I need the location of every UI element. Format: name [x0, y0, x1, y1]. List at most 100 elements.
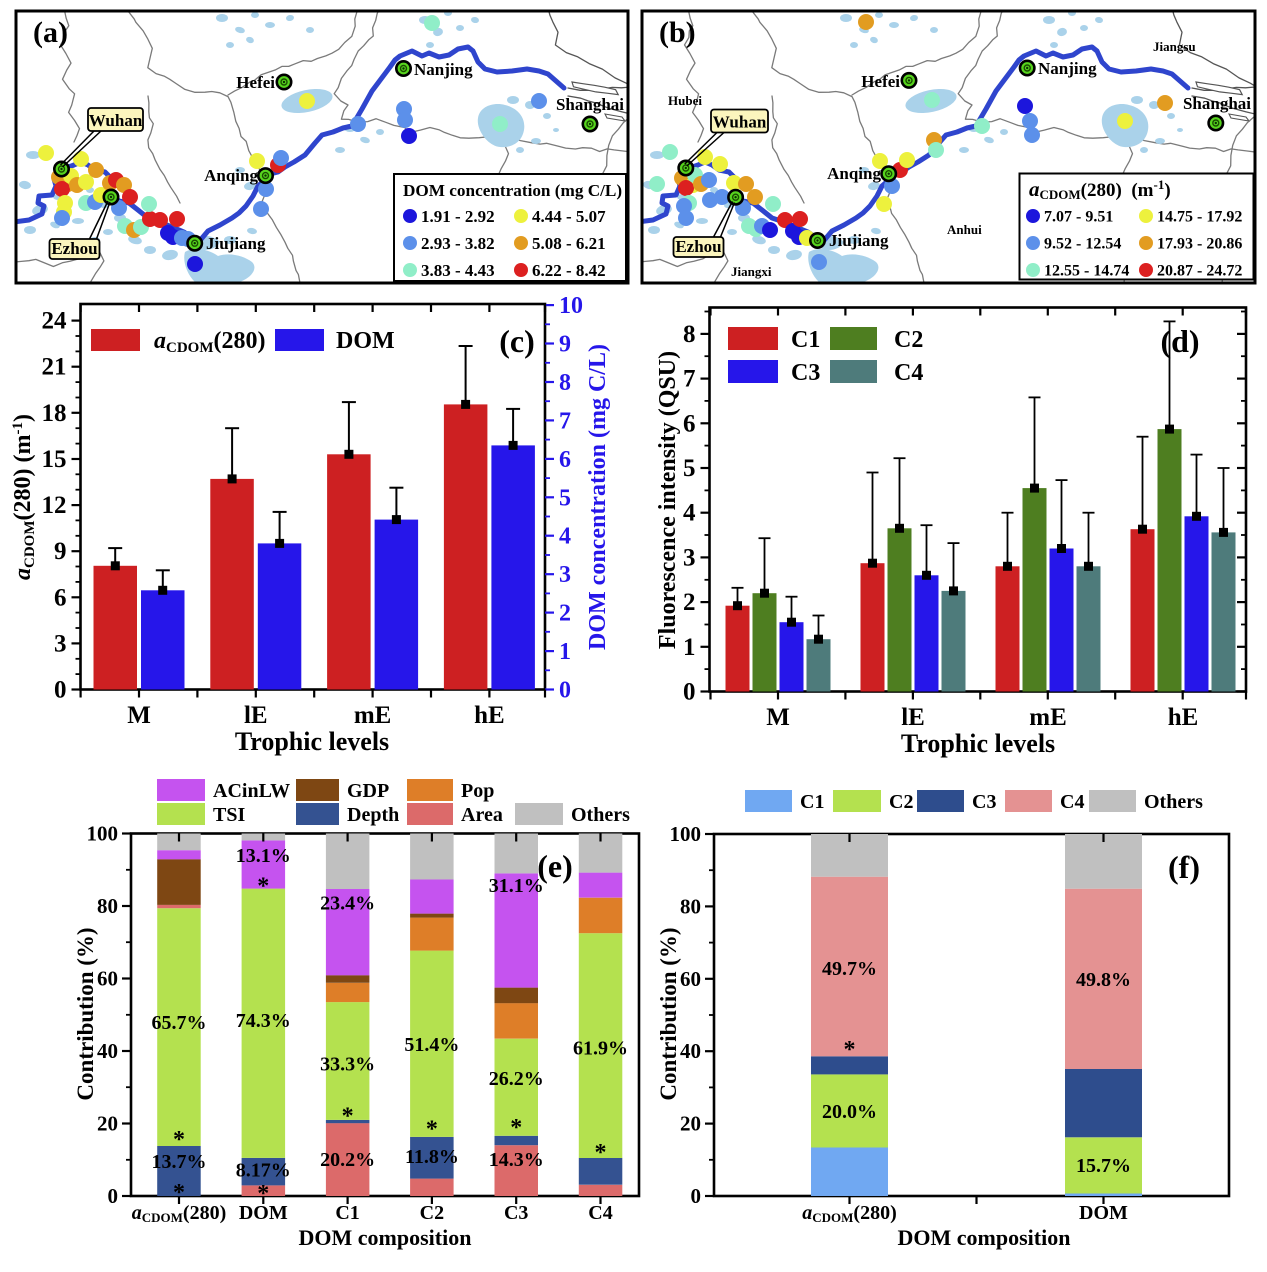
svg-text:Area: Area — [461, 804, 503, 826]
svg-text:31.1%: 31.1% — [489, 875, 544, 897]
svg-text:Jiangxi: Jiangxi — [731, 264, 772, 279]
svg-text:Shanghai: Shanghai — [556, 95, 624, 114]
svg-text:4.44 - 5.07: 4.44 - 5.07 — [532, 207, 606, 226]
svg-text:9: 9 — [559, 332, 571, 358]
svg-text:DOM concentration (mg C/L): DOM concentration (mg C/L) — [585, 344, 611, 650]
svg-text:C3: C3 — [791, 360, 820, 386]
svg-text:5.08 - 6.21: 5.08 - 6.21 — [532, 234, 606, 253]
svg-text:Wuhan: Wuhan — [89, 111, 143, 130]
svg-text:8: 8 — [559, 370, 571, 396]
svg-text:C1: C1 — [335, 1202, 359, 1224]
svg-text:*: * — [173, 1180, 185, 1206]
svg-text:0: 0 — [683, 679, 696, 706]
svg-text:6.22 - 8.42: 6.22 - 8.42 — [532, 261, 606, 280]
svg-text:*: * — [173, 1127, 185, 1153]
svg-text:C4: C4 — [1060, 791, 1084, 813]
svg-text:*: * — [595, 1140, 607, 1166]
svg-text:61.9%: 61.9% — [573, 1037, 628, 1059]
svg-text:C4: C4 — [588, 1202, 612, 1224]
svg-text:*: * — [510, 1115, 522, 1141]
svg-text:18: 18 — [42, 400, 67, 427]
svg-text:74.3%: 74.3% — [236, 1010, 291, 1032]
svg-text:aCDOM(280) (m-1): aCDOM(280) (m-1) — [10, 414, 38, 580]
svg-text:Anqing: Anqing — [827, 164, 881, 183]
svg-text:(e): (e) — [537, 848, 573, 884]
svg-text:21: 21 — [42, 354, 67, 381]
svg-text:20.0%: 20.0% — [822, 1101, 877, 1123]
svg-text:Nanjing: Nanjing — [414, 60, 473, 79]
svg-text:80: 80 — [97, 894, 118, 918]
svg-text:49.8%: 49.8% — [1076, 969, 1131, 991]
svg-text:51.4%: 51.4% — [404, 1034, 459, 1056]
svg-text:7.07 - 9.51: 7.07 - 9.51 — [1044, 209, 1113, 226]
svg-text:8: 8 — [683, 321, 696, 348]
svg-text:60: 60 — [680, 967, 701, 991]
svg-text:aCDOM(280): aCDOM(280) — [154, 328, 265, 356]
svg-text:Others: Others — [1144, 791, 1203, 813]
svg-text:DOM concentration (mg C/L): DOM concentration (mg C/L) — [403, 181, 622, 200]
svg-text:6: 6 — [683, 410, 696, 437]
svg-text:M: M — [766, 704, 790, 731]
svg-text:3: 3 — [683, 544, 696, 571]
svg-text:1.91 - 2.92: 1.91 - 2.92 — [421, 207, 495, 226]
svg-text:9: 9 — [54, 538, 67, 565]
svg-text:24: 24 — [42, 308, 68, 335]
svg-text:0: 0 — [108, 1184, 119, 1208]
svg-text:26.2%: 26.2% — [489, 1068, 544, 1090]
svg-text:DOM: DOM — [1079, 1202, 1128, 1224]
svg-text:20: 20 — [97, 1112, 118, 1136]
svg-text:(b): (b) — [659, 16, 696, 49]
svg-text:(d): (d) — [1160, 323, 1199, 359]
svg-text:(c): (c) — [499, 323, 535, 359]
svg-text:3: 3 — [54, 630, 67, 657]
svg-text:11.8%: 11.8% — [405, 1146, 459, 1168]
svg-text:C1: C1 — [791, 327, 820, 353]
svg-text:Ezhou: Ezhou — [675, 237, 721, 256]
svg-text:(f): (f) — [1168, 849, 1200, 885]
svg-text:DOM: DOM — [239, 1202, 288, 1224]
svg-text:C2: C2 — [420, 1202, 444, 1224]
svg-text:6: 6 — [559, 447, 571, 473]
svg-text:Contribution (%): Contribution (%) — [73, 927, 98, 1100]
svg-text:(a): (a) — [33, 16, 68, 49]
svg-text:2.93 - 3.82: 2.93 - 3.82 — [421, 234, 495, 253]
svg-text:3.83 - 4.43: 3.83 - 4.43 — [421, 261, 495, 280]
svg-text:C3: C3 — [972, 791, 996, 813]
svg-text:DOM composition: DOM composition — [299, 1225, 472, 1250]
svg-text:20.87 - 24.72: 20.87 - 24.72 — [1157, 263, 1242, 280]
svg-text:Ezhou: Ezhou — [51, 239, 97, 258]
svg-text:10: 10 — [559, 293, 583, 319]
svg-text:1: 1 — [559, 639, 571, 665]
svg-text:6: 6 — [54, 584, 67, 611]
svg-text:hE: hE — [1168, 704, 1199, 731]
svg-text:*: * — [426, 1116, 438, 1142]
svg-text:Hefei: Hefei — [861, 72, 900, 91]
svg-text:65.7%: 65.7% — [152, 1012, 207, 1034]
svg-text:*: * — [257, 873, 269, 899]
svg-text:GDP: GDP — [347, 780, 389, 802]
svg-text:Depth: Depth — [347, 804, 399, 826]
svg-text:5: 5 — [683, 455, 696, 482]
svg-text:aCDOM(280): aCDOM(280) — [132, 1202, 227, 1225]
svg-text:M: M — [127, 702, 151, 729]
svg-text:C2: C2 — [889, 791, 913, 813]
svg-text:100: 100 — [670, 822, 702, 846]
svg-text:20.2%: 20.2% — [320, 1149, 375, 1171]
svg-text:Anqing: Anqing — [204, 166, 258, 185]
svg-text:DOM: DOM — [336, 328, 395, 354]
svg-text:60: 60 — [97, 967, 118, 991]
svg-text:15: 15 — [42, 446, 67, 473]
svg-text:49.7%: 49.7% — [822, 958, 877, 980]
svg-text:C1: C1 — [800, 791, 824, 813]
svg-text:aCDOM(280): aCDOM(280) — [802, 1202, 897, 1225]
svg-text:C2: C2 — [894, 327, 923, 353]
svg-text:Hefei: Hefei — [236, 73, 275, 92]
svg-text:7: 7 — [683, 366, 696, 393]
svg-text:Contribution (%): Contribution (%) — [656, 927, 681, 1100]
svg-text:12.55 - 14.74: 12.55 - 14.74 — [1044, 263, 1129, 280]
svg-text:8.17%: 8.17% — [236, 1160, 291, 1182]
svg-text:3: 3 — [559, 562, 571, 588]
svg-text:Shanghai: Shanghai — [1183, 94, 1251, 113]
svg-text:ACinLW: ACinLW — [213, 780, 290, 802]
svg-text:14.75 - 17.92: 14.75 - 17.92 — [1157, 209, 1242, 226]
